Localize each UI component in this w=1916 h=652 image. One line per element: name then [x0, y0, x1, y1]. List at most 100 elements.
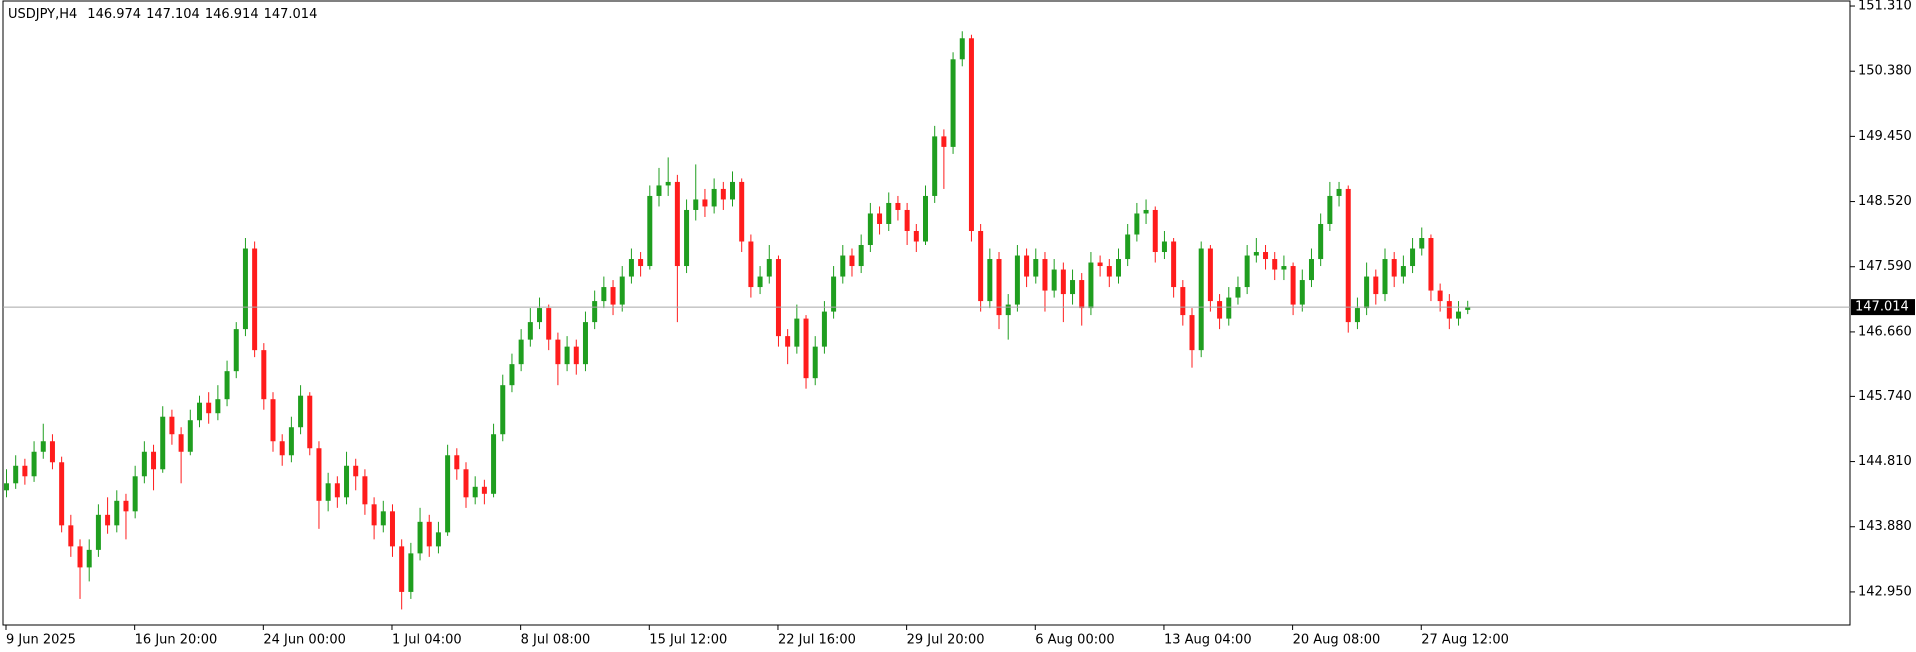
candle-body	[187, 420, 193, 452]
candle-body	[1033, 259, 1039, 277]
candle-body	[270, 399, 276, 442]
candle-body	[1070, 280, 1076, 295]
candle-body	[757, 276, 763, 288]
candle-body	[794, 318, 800, 347]
x-tick-label: 15 Jul 12:00	[649, 633, 727, 648]
candle-body	[748, 241, 754, 288]
candle-body	[252, 248, 258, 351]
candle-body	[821, 311, 827, 347]
candle-body	[1308, 259, 1314, 281]
plot-frame	[2, 0, 1851, 626]
candle-body	[169, 416, 175, 435]
symbol: USDJPY,H4	[8, 7, 77, 22]
candle-body	[537, 308, 543, 323]
candle-body	[1263, 252, 1269, 260]
candle-body	[1318, 223, 1324, 260]
candle-body	[151, 451, 157, 470]
candle-body	[978, 230, 984, 302]
candle-body	[1189, 315, 1195, 351]
candle-body	[123, 500, 129, 512]
candle-body	[647, 195, 653, 267]
candle-body	[1042, 259, 1048, 291]
chart-header: USDJPY,H4 146.974 147.104 146.914 147.014	[8, 7, 317, 22]
candle-body	[344, 465, 350, 498]
candle-body	[288, 427, 294, 456]
candle-body	[775, 259, 781, 337]
candle-body	[1161, 241, 1167, 253]
candle-body	[316, 448, 322, 501]
candle-body	[987, 259, 993, 302]
candle-body	[1207, 248, 1213, 302]
candle-body	[334, 483, 340, 498]
candle-body	[546, 308, 552, 340]
candle-body	[491, 434, 497, 494]
candle-body	[1400, 266, 1406, 277]
candle-body	[1437, 290, 1443, 302]
candle-body	[1327, 195, 1333, 224]
candle-body	[1024, 255, 1030, 277]
candle-body	[1373, 276, 1379, 295]
candle-body	[206, 402, 212, 414]
candle-body	[1134, 213, 1140, 235]
candle-body	[628, 259, 634, 277]
x-tick-label: 20 Aug 08:00	[1293, 633, 1381, 648]
x-tick-label: 6 Aug 00:00	[1035, 633, 1114, 648]
candle-body	[950, 59, 956, 147]
candle-body	[702, 199, 708, 207]
candle-body	[454, 455, 460, 470]
candle-body	[59, 462, 65, 526]
candle-body	[665, 181, 671, 186]
candle-body	[858, 245, 864, 267]
candle-body	[904, 209, 910, 231]
y-tick-label: 145.740	[1858, 389, 1912, 404]
high-value: 147.104	[146, 7, 200, 22]
candle-body	[196, 402, 202, 421]
x-tick-label: 22 Jul 16:00	[778, 633, 856, 648]
candle-body	[1391, 259, 1397, 277]
x-tick-label: 16 Jun 20:00	[135, 633, 218, 648]
x-tick-label: 29 Jul 20:00	[907, 633, 985, 648]
candle-body	[803, 318, 809, 379]
candle-body	[1198, 248, 1204, 351]
candle-body	[1115, 259, 1121, 277]
candle-body	[1180, 287, 1186, 316]
candle-body	[739, 181, 745, 242]
candle-body	[1364, 276, 1370, 309]
candle-body	[638, 259, 644, 267]
candle-body	[22, 465, 28, 477]
candle-body	[307, 395, 313, 449]
y-tick-label: 142.950	[1858, 584, 1912, 599]
candle-body	[472, 486, 478, 498]
y-tick-label: 151.310	[1858, 0, 1912, 14]
candle-body	[1097, 262, 1103, 267]
candle-body	[1005, 304, 1011, 316]
candle-body	[730, 181, 736, 200]
candle-body	[1226, 297, 1232, 319]
candle-body	[417, 521, 423, 554]
y-tick-label: 144.810	[1858, 454, 1912, 469]
candle-body	[371, 504, 377, 526]
candle-body	[105, 514, 111, 526]
candle-body	[380, 511, 386, 526]
candle-body	[959, 38, 965, 60]
candle-body	[399, 546, 405, 592]
candle-body	[389, 511, 395, 547]
candle-body	[463, 469, 469, 498]
candle-body	[1299, 280, 1305, 305]
candle-body	[1281, 266, 1287, 270]
candle-body	[1143, 209, 1149, 214]
candle-body	[720, 188, 726, 200]
candle-body	[1152, 209, 1158, 253]
x-tick-label: 9 Jun 2025	[6, 633, 76, 648]
candle-body	[996, 259, 1002, 316]
candle-body	[325, 483, 331, 501]
candle-body	[527, 322, 533, 340]
candle-body	[564, 346, 570, 365]
candle-body	[1345, 188, 1351, 323]
y-tick-label: 147.590	[1858, 259, 1912, 274]
y-tick-label: 148.520	[1858, 194, 1912, 209]
candle-body	[77, 546, 83, 568]
candle-body	[445, 455, 451, 533]
candle-body	[1244, 255, 1250, 288]
